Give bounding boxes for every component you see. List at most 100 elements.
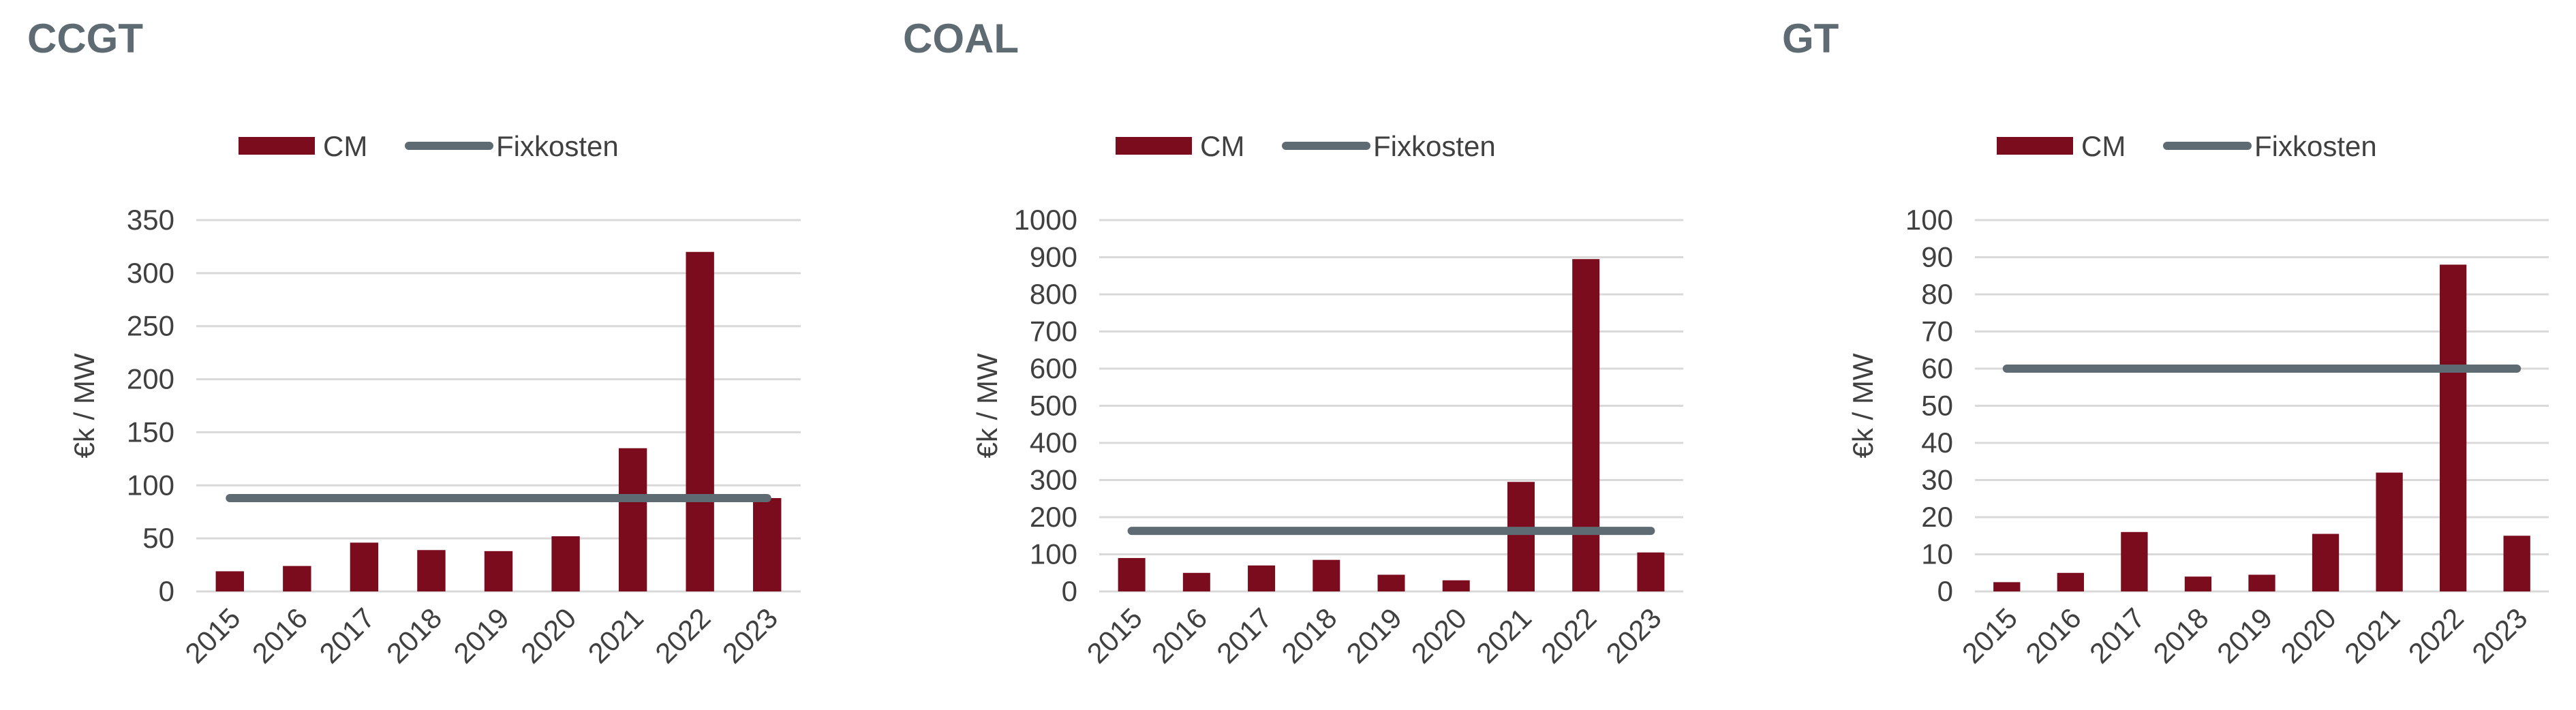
y-tick-label: 60 [1921, 352, 1953, 384]
y-tick-label: 100 [127, 469, 174, 501]
legend-swatch-cm [1116, 137, 1192, 155]
x-tick-label: 2019 [2211, 602, 2278, 669]
y-tick-label: 0 [1937, 575, 1953, 607]
y-tick-label: 30 [1921, 464, 1953, 496]
bar-cm-2016 [1182, 572, 1210, 591]
bar-cm-2021 [2376, 472, 2403, 591]
x-tick-label: 2015 [1956, 602, 2023, 669]
x-tick-label: 2018 [380, 602, 448, 669]
y-tick-label: 0 [159, 575, 174, 607]
x-tick-label: 2023 [716, 602, 784, 669]
y-tick-label: 150 [127, 416, 174, 448]
x-tick-label: 2015 [179, 602, 246, 669]
chart-panel-ccgt: CCGT 0 50 100 150 200 250 300 350 €k / MW 2015 201… [27, 0, 845, 710]
x-tick-label: 2023 [2466, 602, 2533, 669]
y-axis-label: €k / MW [1847, 353, 1879, 458]
bar-cm-2023 [1637, 552, 1665, 591]
y-tick-label: 20 [1921, 501, 1953, 533]
bar-cm-2015 [1993, 582, 2021, 591]
y-tick-label: 700 [1030, 315, 1077, 348]
y-tick-label: 200 [1030, 501, 1077, 533]
legend-label-fixkosten: Fixkosten [2254, 130, 2377, 162]
x-tick-label: 2022 [2402, 602, 2470, 669]
x-tick-label: 2022 [649, 602, 716, 669]
y-tick-label: 10 [1921, 538, 1953, 570]
y-tick-label: 900 [1030, 241, 1077, 273]
y-tick-label: 800 [1030, 278, 1077, 310]
bar-cm-2021 [1507, 482, 1535, 591]
y-tick-label: 1000 [1014, 204, 1077, 236]
x-tick-label: 2017 [313, 602, 380, 669]
bar-cm-2023 [753, 497, 782, 591]
x-tick-label: 2021 [2338, 602, 2406, 669]
y-tick-label: 100 [1905, 204, 1953, 236]
y-tick-label: 350 [127, 204, 174, 236]
bar-cm-2023 [2503, 536, 2530, 591]
legend-swatch-cm [1997, 137, 2073, 155]
x-tick-label: 2021 [1470, 602, 1537, 669]
x-tick-label: 2023 [1599, 602, 1667, 669]
chart-panel-gt: GT 0 10 20 30 40 50 60 70 80 90 100 €k / MW 2015 2016… [1782, 0, 2576, 710]
legend-label-cm: CM [2081, 130, 2126, 162]
x-tick-label: 2018 [2147, 602, 2215, 669]
bar-cm-2021 [618, 448, 647, 591]
x-tick-label: 2017 [1210, 602, 1278, 669]
chart-title: GT [1782, 16, 1839, 61]
x-tick-label: 2022 [1535, 602, 1602, 669]
bar-cm-2020 [2312, 534, 2340, 591]
x-tick-label: 2020 [2275, 602, 2342, 669]
chart-ccgt: 0 50 100 150 200 250 300 350 €k / MW 2015 2016 2017… [68, 130, 801, 669]
chart-title: COAL [903, 16, 1019, 61]
y-tick-label: 500 [1030, 390, 1077, 422]
bar-cm-2020 [551, 536, 580, 591]
x-tick-label: 2016 [1146, 602, 1213, 669]
y-axis-label: €k / MW [971, 353, 1003, 458]
bar-cm-2018 [1313, 559, 1340, 591]
y-tick-label: 400 [1030, 427, 1077, 459]
bar-cm-2018 [417, 550, 446, 591]
bar-cm-2019 [1377, 574, 1405, 591]
legend-swatch-cm [239, 137, 315, 155]
bar-cm-2019 [2248, 574, 2275, 591]
y-tick-label: 70 [1921, 315, 1953, 348]
y-tick-label: 90 [1921, 241, 1953, 273]
bar-cm-2015 [215, 571, 244, 591]
y-tick-label: 250 [127, 310, 174, 342]
bar-cm-2015 [1118, 557, 1146, 591]
y-tick-label: 100 [1030, 538, 1077, 570]
chart-title: CCGT [27, 16, 143, 61]
x-tick-label: 2021 [582, 602, 649, 669]
y-tick-label: 50 [1921, 390, 1953, 422]
bar-cm-2017 [2121, 531, 2148, 591]
x-tick-label: 2016 [246, 602, 313, 669]
legend-label-fixkosten: Fixkosten [496, 130, 619, 162]
x-tick-label: 2016 [2019, 602, 2087, 669]
x-tick-label: 2020 [515, 602, 582, 669]
bar-cm-2017 [350, 542, 379, 591]
x-tick-label: 2015 [1081, 602, 1148, 669]
y-tick-label: 0 [1062, 575, 1077, 607]
bar-cm-2022 [2440, 264, 2467, 591]
x-tick-label: 2019 [1340, 602, 1408, 669]
bar-cm-2020 [1442, 580, 1470, 591]
chart-panel-coal: COAL 0 100 200 300 400 500 600 700 800 900 1000 €k … [903, 0, 1721, 710]
bar-cm-2019 [484, 551, 513, 591]
x-tick-label: 2017 [2083, 602, 2151, 669]
y-tick-label: 200 [127, 363, 174, 395]
x-tick-label: 2018 [1275, 602, 1343, 669]
legend-label-cm: CM [323, 130, 367, 162]
y-tick-label: 80 [1921, 278, 1953, 310]
bar-cm-2017 [1248, 565, 1276, 591]
x-tick-label: 2020 [1405, 602, 1473, 669]
bar-cm-2022 [686, 251, 714, 591]
bar-cm-2016 [283, 566, 311, 591]
y-tick-label: 40 [1921, 427, 1953, 459]
bar-cm-2022 [1572, 259, 1600, 591]
x-tick-label: 2019 [448, 602, 515, 669]
legend-label-fixkosten: Fixkosten [1373, 130, 1496, 162]
bar-cm-2018 [2184, 576, 2212, 591]
y-tick-label: 300 [1030, 464, 1077, 496]
y-tick-label: 600 [1030, 352, 1077, 384]
chart-coal: 0 100 200 300 400 500 600 700 800 900 1000 €k / MW 2… [971, 130, 1683, 669]
